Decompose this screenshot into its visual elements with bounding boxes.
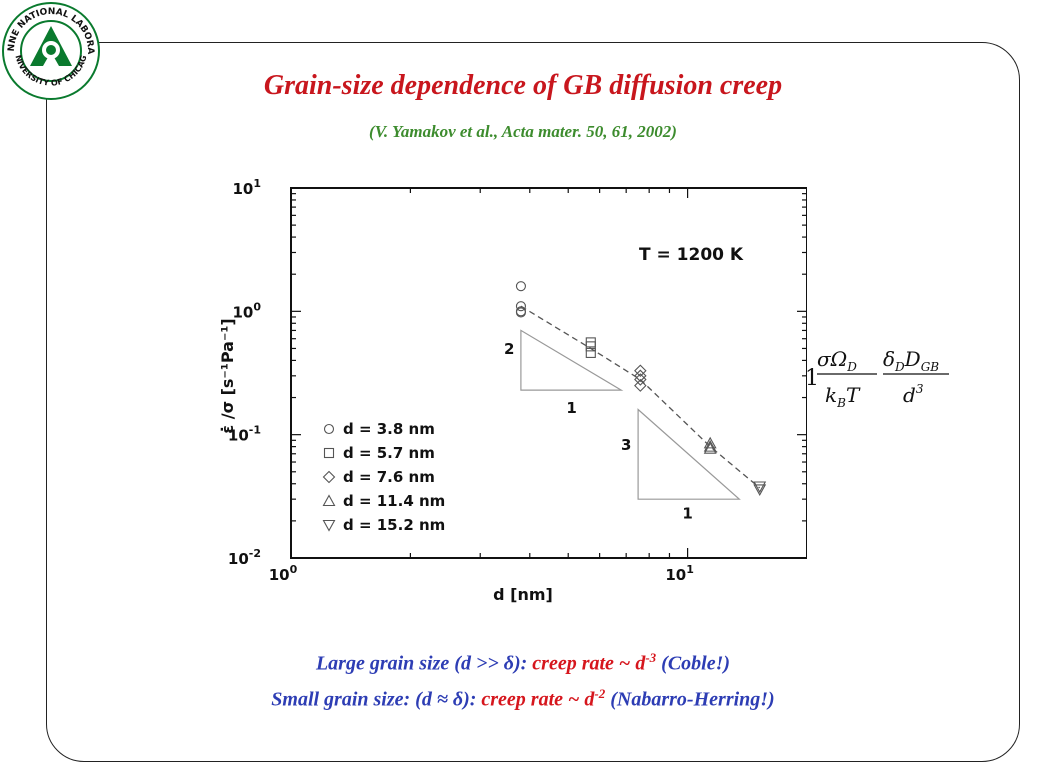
x-axis-label: d [nm] (493, 585, 553, 604)
formula-num1: σΩ (817, 347, 847, 371)
small-grain-condition: Small grain size: (d ≈ δ): (271, 688, 482, 711)
data-point (585, 347, 596, 358)
legend-entry: d = 5.7 nm (343, 444, 435, 462)
svg-text:δDDGB: δDDGB (883, 347, 939, 374)
slope-triangle (520, 329, 624, 391)
slope-triangle (637, 408, 741, 500)
large-grain-statement: Large grain size (d >> δ): creep rate ~ … (0, 650, 1046, 676)
data-point (515, 301, 526, 312)
data-point (753, 481, 767, 494)
small-grain-statement: Small grain size: (d ≈ δ): creep rate ~ … (0, 686, 1046, 712)
svg-text:kBT: kBT (825, 383, 861, 410)
creep-rate-chart: 100 101 101 100 10-1 10-2 2 1 3 1 d = 3.8 nm d = … (193, 176, 807, 604)
data-point (703, 436, 717, 449)
large-grain-rate: creep rate ~ d (532, 652, 646, 675)
legend-marker (323, 447, 335, 459)
formula-num2-sub: D (894, 360, 905, 374)
legend-entry: d = 7.6 nm (343, 468, 435, 486)
formula-den1-sub: B (836, 396, 846, 410)
data-point (634, 364, 647, 377)
legend-marker (322, 494, 336, 507)
y-tick-label: 101 (232, 177, 261, 198)
x-tick-label: 100 (269, 563, 298, 584)
large-grain-mechanism: (Coble!) (656, 652, 731, 675)
data-point (634, 369, 647, 383)
formula-num2: δ (883, 347, 895, 371)
y-tick-label: 100 (232, 300, 261, 321)
svg-text:σΩD: σΩD (817, 347, 857, 374)
data-point (634, 373, 647, 386)
creep-formula: 1 σΩD kBT δDDGB d3 (805, 347, 949, 410)
formula-num1-sub: D (846, 360, 857, 374)
formula-num2-sub2: GB (921, 360, 940, 374)
legend-symbol (322, 494, 336, 507)
legend-marker (323, 423, 335, 435)
data-point (515, 307, 526, 318)
legend-entry: d = 11.4 nm (343, 492, 445, 510)
y-axis-label: ε̇ /σ [s⁻¹Pa⁻¹] (218, 318, 237, 434)
x-tick-label: 101 (665, 563, 694, 584)
legend-entry: d = 15.2 nm (343, 516, 445, 534)
data-point (703, 442, 717, 454)
legend-entry: d = 3.8 nm (343, 420, 435, 438)
citation: (V. Yamakov et al., Acta mater. 50, 61, … (369, 122, 677, 141)
slope-horizontal-label: 1 (682, 504, 692, 522)
slope-vertical-label: 3 (621, 436, 631, 454)
large-grain-exponent: -3 (645, 650, 657, 665)
legend-marker (322, 470, 336, 484)
svg-text:d3: d3 (903, 382, 924, 407)
argonne-logo: ARGONNE NATIONAL LABORATORY UNIVERSITY O… (0, 0, 100, 100)
slide-frame (46, 42, 1020, 762)
legend-marker (322, 519, 336, 532)
slope-horizontal-label: 1 (566, 399, 576, 417)
formula-prefix: 1 (805, 366, 819, 391)
legend-symbol (323, 447, 335, 459)
plot-frame (290, 187, 807, 559)
small-grain-rate: creep rate ~ d (481, 688, 595, 711)
formula-den2-sup: 3 (916, 382, 924, 396)
formula-den1: k (825, 383, 837, 407)
small-grain-mechanism: (Nabarro-Herring!) (605, 688, 775, 711)
slide-title: Grain-size dependence of GB diffusion cr… (263, 70, 783, 101)
legend-symbol (323, 423, 335, 435)
data-point (585, 341, 596, 352)
y-tick-label: 10-1 (228, 424, 261, 445)
legend-symbol (322, 470, 336, 484)
data-point (753, 484, 767, 497)
small-grain-exponent: -2 (594, 686, 606, 701)
data-point (515, 281, 526, 292)
formula-den1-tail: T (846, 383, 861, 407)
data-point (703, 439, 717, 452)
large-grain-condition: Large grain size (d >> δ): (315, 652, 533, 675)
formula-num2-mid: D (904, 347, 921, 371)
slope-vertical-label: 2 (504, 340, 514, 358)
y-tick-label: 10-2 (228, 547, 261, 568)
formula-den2: d (903, 383, 916, 407)
temperature-annotation: T = 1200 K (639, 245, 744, 265)
data-point (634, 379, 647, 392)
legend-symbol (322, 519, 336, 532)
